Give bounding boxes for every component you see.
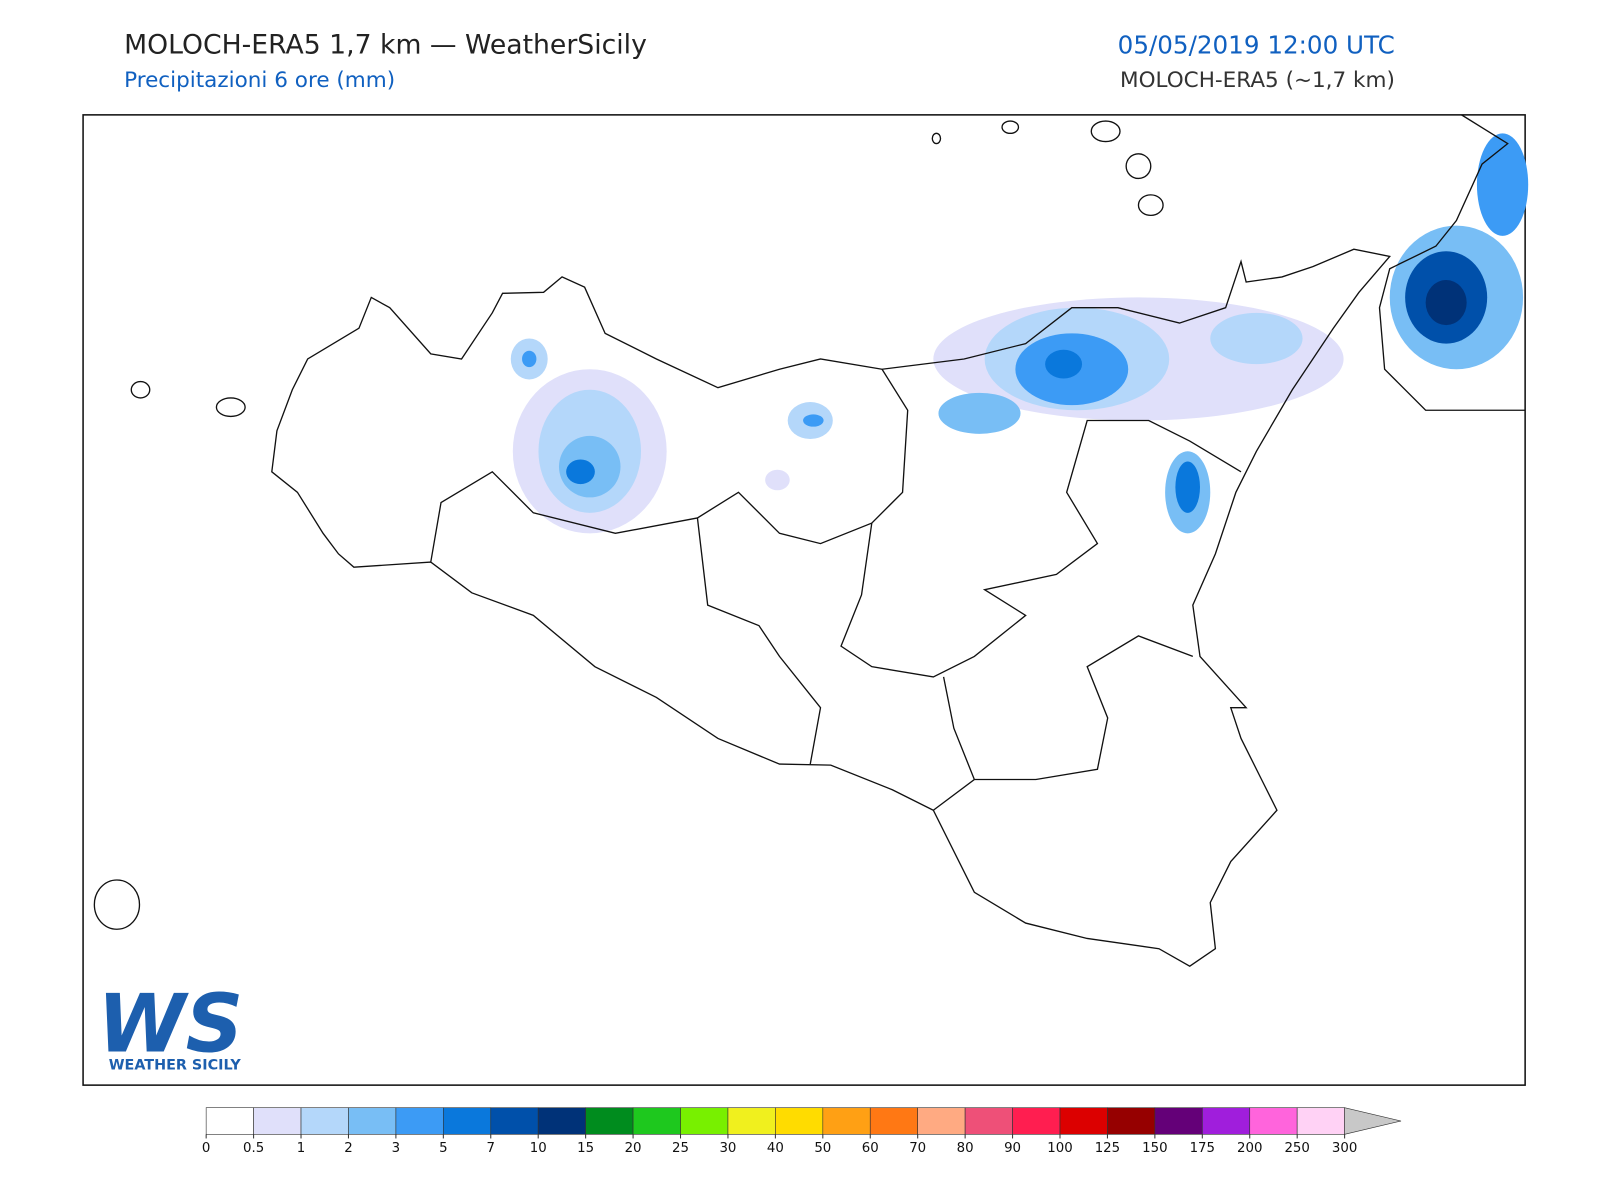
colorbar-box bbox=[680, 1107, 729, 1135]
colorbar-tick-label: 60 bbox=[862, 1141, 879, 1156]
model-label: MOLOCH-ERA5 (~1,7 km) bbox=[1120, 68, 1395, 93]
colorbar-box bbox=[1012, 1107, 1061, 1135]
map: WS WEATHER SICILY bbox=[82, 114, 1529, 1086]
colorbar-tick-label: 100 bbox=[1047, 1141, 1072, 1156]
colorbar-tick-label: 20 bbox=[625, 1141, 642, 1156]
colorbar-tick-label: 70 bbox=[909, 1141, 926, 1156]
colorbar-box bbox=[205, 1107, 254, 1135]
colorbar-box bbox=[1059, 1107, 1108, 1135]
colorbar-tick-label: 90 bbox=[1004, 1141, 1021, 1156]
colorbar-tick-label: 15 bbox=[577, 1141, 594, 1156]
colorbar-tick-label: 150 bbox=[1142, 1141, 1167, 1156]
colorbar-box bbox=[632, 1107, 681, 1135]
colorbar-tick-label: 7 bbox=[487, 1141, 495, 1156]
colorbar-tick-label: 3 bbox=[392, 1141, 400, 1156]
colorbar-box bbox=[1296, 1107, 1345, 1135]
colorbar-box bbox=[775, 1107, 824, 1135]
colorbar-box bbox=[443, 1107, 492, 1135]
colorbar-box bbox=[253, 1107, 302, 1135]
colorbar-tick-label: 250 bbox=[1284, 1141, 1309, 1156]
precipitation bbox=[510, 133, 1529, 534]
colorbar-box bbox=[537, 1107, 586, 1135]
colorbar-tick-label: 40 bbox=[767, 1141, 784, 1156]
colorbar-box bbox=[395, 1107, 444, 1135]
colorbar-box bbox=[917, 1107, 966, 1135]
logo-text: WEATHER SICILY bbox=[109, 1058, 242, 1074]
colorbar-box bbox=[490, 1107, 539, 1135]
colorbar-extend bbox=[1344, 1107, 1402, 1135]
colorbar-tick-label: 10 bbox=[530, 1141, 547, 1156]
colorbar-tick-label: 175 bbox=[1190, 1141, 1215, 1156]
map-frame bbox=[82, 114, 1526, 1086]
logo: WS WEATHER SICILY bbox=[97, 977, 243, 1073]
colorbar-box bbox=[348, 1107, 397, 1135]
datetime: 05/05/2019 12:00 UTC bbox=[1118, 30, 1395, 59]
colorbar-tick-label: 30 bbox=[719, 1141, 736, 1156]
colorbar-tick-label: 80 bbox=[957, 1141, 974, 1156]
colorbar-box bbox=[869, 1107, 918, 1135]
colorbar-box bbox=[1154, 1107, 1203, 1135]
coastline bbox=[93, 114, 1526, 967]
colorbar-box bbox=[1201, 1107, 1251, 1135]
colorbar-box bbox=[822, 1107, 871, 1135]
subtitle: Precipitazioni 6 ore (mm) bbox=[124, 68, 395, 93]
colorbar-tick-label: 1 bbox=[297, 1141, 305, 1156]
colorbar-tick-label: 25 bbox=[672, 1141, 689, 1156]
colorbar-tick-label: 300 bbox=[1332, 1141, 1357, 1156]
colorbar-tick-label: 0 bbox=[202, 1141, 210, 1156]
colorbar-box bbox=[727, 1107, 776, 1135]
colorbar-tick-label: 0.5 bbox=[243, 1141, 264, 1156]
colorbar: 0 0.5 1 2 3 5 7 10 15 20 25 30 40 50 60 70 80 90 100 125 150… bbox=[202, 1107, 1402, 1156]
title: MOLOCH-ERA5 1,7 km — WeatherSicily bbox=[124, 29, 647, 60]
colorbar-box bbox=[585, 1107, 634, 1135]
colorbar-tick-label: 5 bbox=[439, 1141, 447, 1156]
colorbar-box bbox=[964, 1107, 1013, 1135]
colorbar-tick-label: 2 bbox=[344, 1141, 352, 1156]
colorbar-tick-label: 125 bbox=[1095, 1141, 1120, 1156]
colorbar-box bbox=[300, 1107, 349, 1135]
logo-mark: WS bbox=[97, 977, 243, 1070]
colorbar-box bbox=[1107, 1107, 1156, 1135]
colorbar-tick-label: 50 bbox=[814, 1141, 831, 1156]
colorbar-tick-label: 200 bbox=[1237, 1141, 1262, 1156]
colorbar-box bbox=[1249, 1107, 1298, 1135]
